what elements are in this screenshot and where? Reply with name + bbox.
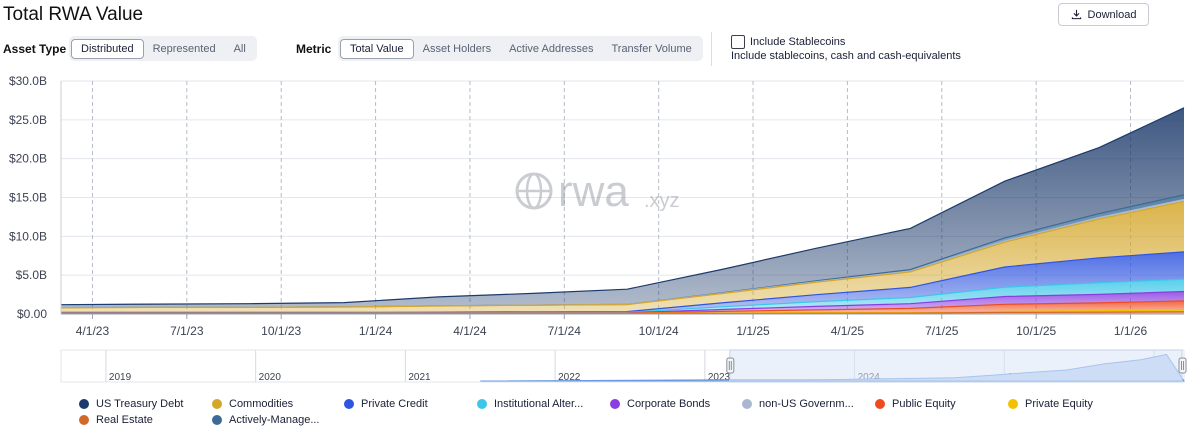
navigator-year-label: 2021 [408,372,431,383]
x-tick-label: 4/1/25 [831,324,865,338]
controls-divider [711,32,712,66]
y-tick-label: $30.0B [9,74,47,88]
legend-label: US Treasury Debt [96,398,184,410]
navigator-year-label: 2020 [259,372,282,383]
x-tick-label: 10/1/24 [639,324,679,338]
include-stablecoins-label: Include Stablecoins [750,36,846,48]
legend-label: non-US Governm... [759,398,854,410]
x-tick-label: 4/1/23 [76,324,110,338]
legend-dot [212,415,222,425]
watermark-text: rwa [558,167,629,216]
legend-label: Private Equity [1025,398,1093,410]
navigator-handle-left[interactable] [726,357,735,374]
asset-type-represented[interactable]: Represented [152,42,216,55]
x-tick-label: 10/1/25 [1016,324,1056,338]
x-tick-label: 7/1/25 [925,324,959,338]
x-tick-label: 1/1/24 [359,324,393,338]
legend-item[interactable]: Real Estate [79,414,153,426]
area-corporate-bonds[interactable] [61,291,1184,314]
legend-dot [610,399,620,409]
legend-label: Real Estate [96,414,153,426]
x-tick-label: 1/1/25 [736,324,770,338]
navigator-handle-right[interactable] [1178,357,1187,374]
legend-dot [1008,399,1018,409]
legend-item[interactable]: Corporate Bonds [610,398,710,410]
legend-item[interactable]: non-US Governm... [742,398,854,410]
legend-dot [344,399,354,409]
area-public-equity[interactable] [61,300,1184,314]
y-tick-label: $25.0B [9,113,47,127]
x-tick-label: 10/1/23 [261,324,301,338]
navigator-year-label: 2023 [708,372,731,383]
navigator-selection[interactable] [729,349,1183,383]
area-institutional-alternative-funds[interactable] [61,279,1184,313]
asset-type-toggle: Distributed Represented All [69,36,257,61]
legend-item[interactable]: Actively-Manage... [212,414,319,426]
chart-legend: US Treasury Debt Commodities Private Credi… [0,396,1200,432]
include-stablecoins-description: Include stablecoins, cash and cash-equiv… [731,50,961,62]
legend-dot [212,399,222,409]
navigator-year-label: 2022 [558,372,581,383]
legend-label: Commodities [229,398,294,410]
navigator-year-label: 2019 [109,372,132,383]
legend-item[interactable]: Institutional Alter... [477,398,583,410]
metric-label: Metric [296,42,332,56]
x-tick-label: 4/1/24 [453,324,487,338]
watermark-suffix: .xyz [644,190,680,212]
legend-dot [875,399,885,409]
asset-type-label: Asset Type [3,42,67,56]
metric-transfer-volume[interactable]: Transfer Volume [611,42,692,55]
x-tick-label: 7/1/24 [548,324,582,338]
y-tick-label: $15.0B [9,191,47,205]
download-icon [1071,9,1081,20]
asset-type-distributed[interactable]: Distributed [71,38,144,59]
legend-dot [477,399,487,409]
x-tick-label: 7/1/23 [170,324,204,338]
metric-total-value[interactable]: Total Value [340,38,414,59]
area-us-treasury-debt[interactable] [61,107,1184,308]
metric-active-addresses[interactable]: Active Addresses [509,42,594,55]
line-commodities [60,200,1185,309]
legend-item[interactable]: US Treasury Debt [79,398,183,410]
area-commodities[interactable] [61,201,1184,313]
rwa-value-chart[interactable]: $0.00 $5.0B $10.0B $15.0B $20.0B $25.0B $30.0B… [0,70,1200,392]
asset-type-all[interactable]: All [233,42,246,55]
legend-dot [79,399,89,409]
legend-item[interactable]: Commodities [212,398,293,410]
line-us-treasury-debt [60,107,1185,306]
legend-dot [79,415,89,425]
legend-label: Actively-Manage... [229,414,320,426]
legend-label: Corporate Bonds [627,398,711,410]
legend-label: Institutional Alter... [494,398,584,410]
y-tick-label: $0.00 [17,307,47,321]
y-tick-label: $5.0B [16,268,47,282]
legend-label: Public Equity [892,398,956,410]
legend-item[interactable]: Public Equity [875,398,956,410]
y-tick-label: $20.0B [9,152,47,166]
legend-item[interactable]: Private Equity [1008,398,1093,410]
download-label: Download [1087,8,1137,21]
download-button[interactable]: Download [1058,3,1149,26]
page-title: Total RWA Value [3,4,144,25]
metric-asset-holders[interactable]: Asset Holders [422,42,492,55]
legend-dot [742,399,752,409]
x-tick-label: 1/1/26 [1114,324,1148,338]
legend-label: Private Credit [361,398,428,410]
include-stablecoins-checkbox[interactable] [731,35,745,49]
metric-toggle: Total Value Asset Holders Active Address… [338,36,703,61]
y-tick-label: $10.0B [9,229,47,243]
rwa-watermark: rwa .xyz [515,167,680,216]
legend-item[interactable]: Private Credit [344,398,428,410]
